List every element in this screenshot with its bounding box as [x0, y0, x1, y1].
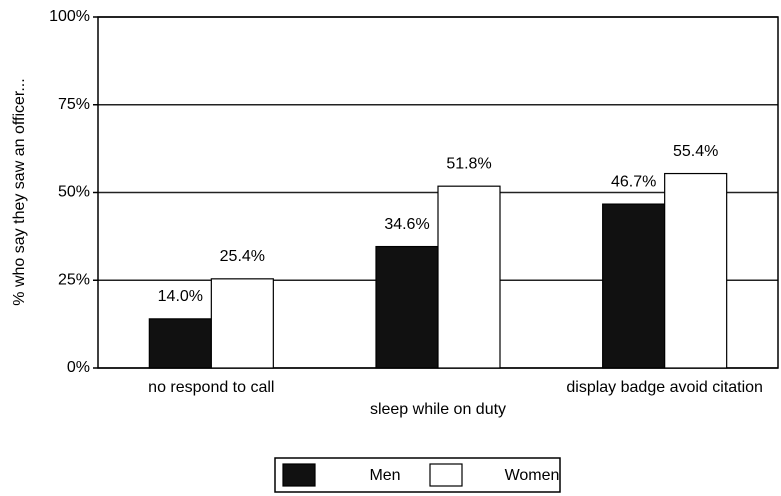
legend-swatch: [429, 463, 463, 487]
value-label: 34.6%: [384, 216, 429, 233]
legend-box: [274, 457, 561, 493]
bar: [664, 172, 728, 369]
value-label: 14.0%: [158, 288, 203, 305]
value-label: 46.7%: [611, 173, 656, 190]
legend-label: Men: [369, 467, 400, 484]
legend-swatch: [282, 463, 316, 487]
x-tick-label: no respond to call: [148, 379, 274, 396]
value-label: 55.4%: [673, 143, 718, 160]
y-tick-label: 100%: [49, 8, 90, 25]
x-tick-label: display badge avoid citation: [566, 379, 763, 396]
y-tick-label: 50%: [58, 184, 90, 201]
bar: [602, 203, 666, 369]
bar: [210, 278, 274, 369]
legend-label: Women: [505, 467, 560, 484]
bar: [375, 245, 439, 369]
y-axis-label: % who say they saw an officer...: [11, 78, 28, 305]
bar: [437, 185, 501, 369]
y-tick-label: 25%: [58, 271, 90, 288]
y-tick-label: 75%: [58, 96, 90, 113]
y-tick-label: 0%: [67, 359, 90, 376]
bar: [148, 318, 212, 369]
value-label: 51.8%: [446, 155, 491, 172]
x-tick-label: sleep while on duty: [370, 401, 506, 418]
value-label: 25.4%: [220, 248, 265, 265]
